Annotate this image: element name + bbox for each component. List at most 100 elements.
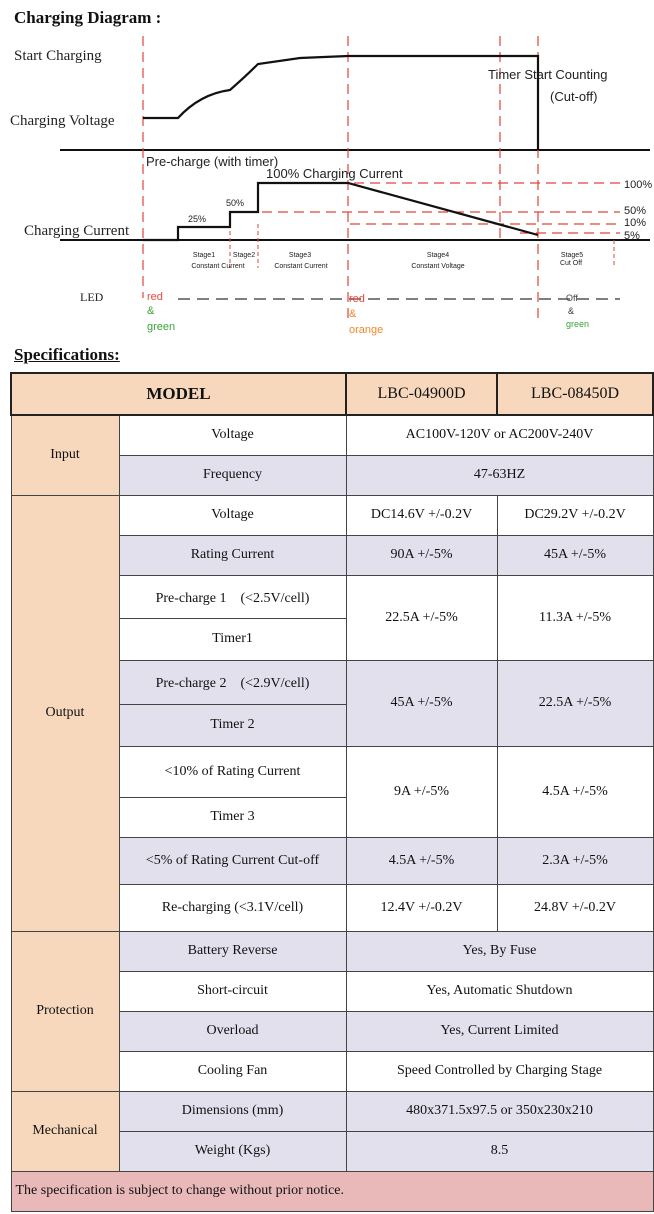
overload-label: Overload — [118, 1010, 347, 1052]
led-3-amp: & — [568, 306, 574, 316]
precharge-2-value-1: 45A +/-5% — [345, 659, 498, 747]
input-voltage-value: AC100V-120V or AC200V-240V — [345, 414, 654, 456]
stage-3-name: Stage3 — [289, 252, 311, 259]
input-frequency-value: 47-63HZ — [345, 454, 654, 496]
dimensions-label: Dimensions (mm) — [118, 1090, 347, 1132]
charging-voltage-label: Charging Voltage — [10, 113, 115, 129]
table-row: Input Voltage AC100V-120V or AC200V-240V — [10, 414, 654, 496]
output-group-label: Output — [10, 494, 120, 932]
table-row: Cooling Fan Speed Controlled by Charging… — [11, 1050, 654, 1092]
led-label: LED — [80, 290, 104, 304]
table-row: Mechanical Dimensions (mm) 480x371.5x97.… — [10, 1090, 654, 1172]
input-voltage-label: Voltage — [118, 414, 347, 456]
lt10-value-2: 4.5A +/-5% — [496, 745, 654, 838]
table-row: Protection Battery Reverse Yes, By Fuse — [10, 930, 654, 1092]
recharge-value-1: 12.4V +/-0.2V — [345, 883, 498, 932]
table-row: Frequency 47-63HZ — [11, 454, 654, 496]
led-2-amp: & — [349, 308, 357, 320]
lt10-value-1: 9A +/-5% — [345, 745, 498, 838]
model-col-2: LBC-08450D — [496, 372, 654, 416]
table-row: Weight (Kgs) 8.5 — [11, 1130, 654, 1172]
specifications-heading: Specifications: — [14, 345, 120, 364]
table-row: <10% of Rating Current 9A +/-5% 4.5A +/-… — [11, 745, 654, 838]
notice-text: The specification is subject to change w… — [10, 1170, 654, 1212]
lt5-value-2: 2.3A +/-5% — [496, 836, 654, 885]
mechanical-group-label: Mechanical — [10, 1090, 120, 1172]
led-1-red: red — [147, 291, 163, 303]
table-row: Re-charging (<3.1V/cell) 12.4V +/-0.2V 2… — [11, 883, 654, 932]
stage-4-name: Stage4 — [427, 252, 449, 259]
voltage-curve — [143, 54, 540, 150]
specifications-table: MODEL LBC-04900D LBC-08450D Input Voltag… — [9, 372, 654, 1212]
short-circuit-label: Short-circuit — [118, 970, 347, 1012]
led-1-green: green — [147, 321, 175, 333]
timer-3-label: Timer 3 — [118, 796, 347, 838]
rating-current-1: 90A +/-5% — [345, 534, 498, 576]
lt5-value-1: 4.5A +/-5% — [345, 836, 498, 885]
stage-1-mode: Constant Current — [191, 263, 244, 270]
recharge-value-2: 24.8V +/-0.2V — [496, 883, 654, 932]
precharge-2-label: Pre-charge 2 (<2.9V/cell) — [118, 659, 347, 705]
stage-5-name: Stage5 — [561, 252, 583, 259]
table-row: Timer 3 — [11, 796, 653, 838]
recharge-label: Re-charging (<3.1V/cell) — [118, 883, 347, 932]
table-row: Pre-charge 2 (<2.9V/cell) 45A +/-5% 22.5… — [11, 659, 654, 747]
timer-2-label: Timer 2 — [118, 703, 347, 747]
led-3-off: Off — [566, 293, 578, 303]
battery-reverse-value: Yes, By Fuse — [345, 930, 654, 972]
start-charging-label: Start Charging — [14, 48, 102, 64]
stage-5-mode: Cut Off — [560, 260, 582, 267]
overload-value: Yes, Current Limited — [345, 1010, 654, 1052]
lt5-label: <5% of Rating Current Cut-off — [118, 836, 347, 885]
current-curve — [143, 181, 539, 242]
precharge-2-value-2: 22.5A +/-5% — [496, 659, 654, 747]
table-row: Pre-charge 1 (<2.5V/cell) 22.5A +/-5% 11… — [11, 574, 654, 661]
level-label-5: 5% — [624, 230, 640, 242]
charging-diagram-heading: Charging Diagram : — [14, 8, 162, 27]
dimensions-value: 480x371.5x97.5 or 350x230x210 — [345, 1090, 654, 1132]
pct-25-label: 25% — [188, 214, 206, 224]
level-label-100: 100% — [624, 179, 652, 191]
output-voltage-2: DC29.2V +/-0.2V — [496, 494, 654, 536]
led-2-red: red — [349, 293, 365, 305]
model-header: MODEL — [9, 372, 348, 416]
level-label-50: 50% — [624, 205, 646, 217]
weight-value: 8.5 — [345, 1130, 654, 1172]
precharge-1-value-1: 22.5A +/-5% — [345, 574, 498, 661]
table-row: Rating Current 90A +/-5% 45A +/-5% — [11, 534, 654, 576]
rating-current-label: Rating Current — [118, 534, 347, 576]
input-group-label: Input — [10, 414, 120, 496]
table-row: Overload Yes, Current Limited — [11, 1010, 654, 1052]
timer-start-label: Timer Start Counting — [488, 67, 607, 82]
table-row: Short-circuit Yes, Automatic Shutdown — [11, 970, 654, 1012]
battery-reverse-label: Battery Reverse — [118, 930, 347, 972]
precharge-1-value-2: 11.3A +/-5% — [496, 574, 654, 661]
output-voltage-label: Voltage — [118, 494, 347, 536]
protection-group-label: Protection — [10, 930, 120, 1092]
table-row: Timer1 — [11, 617, 653, 661]
output-voltage-1: DC14.6V +/-0.2V — [345, 494, 498, 536]
table-row: Output Voltage DC14.6V +/-0.2V DC29.2V +… — [10, 494, 654, 932]
table-header-row: MODEL LBC-04900D LBC-08450D — [9, 372, 654, 416]
charging-diagram: Start Charging Charging Voltage Charging… — [10, 36, 652, 336]
full-current-label: 100% Charging Current — [266, 166, 403, 181]
led-3-green: green — [566, 319, 589, 329]
input-frequency-label: Frequency — [118, 454, 347, 496]
pre-charge-label: Pre-charge (with timer) — [146, 154, 278, 169]
precharge-1-label: Pre-charge 1 (<2.5V/cell) — [118, 574, 347, 619]
cooling-fan-label: Cooling Fan — [118, 1050, 347, 1092]
led-2-orange: orange — [349, 324, 383, 336]
model-col-1: LBC-04900D — [345, 372, 499, 416]
stage-1-name: Stage1 — [193, 252, 215, 259]
charging-current-label: Charging Current — [24, 223, 130, 239]
table-row: The specification is subject to change w… — [10, 1170, 654, 1212]
cut-off-label: (Cut-off) — [550, 89, 597, 104]
short-circuit-value: Yes, Automatic Shutdown — [345, 970, 654, 1012]
stage-3-mode: Constant Current — [274, 263, 327, 270]
level-label-10: 10% — [624, 217, 646, 229]
rating-current-2: 45A +/-5% — [496, 534, 654, 576]
pct-50-label: 50% — [226, 198, 244, 208]
lt10-label: <10% of Rating Current — [118, 745, 347, 798]
table-row: <5% of Rating Current Cut-off 4.5A +/-5%… — [11, 836, 654, 885]
led-1-amp: & — [147, 305, 155, 317]
